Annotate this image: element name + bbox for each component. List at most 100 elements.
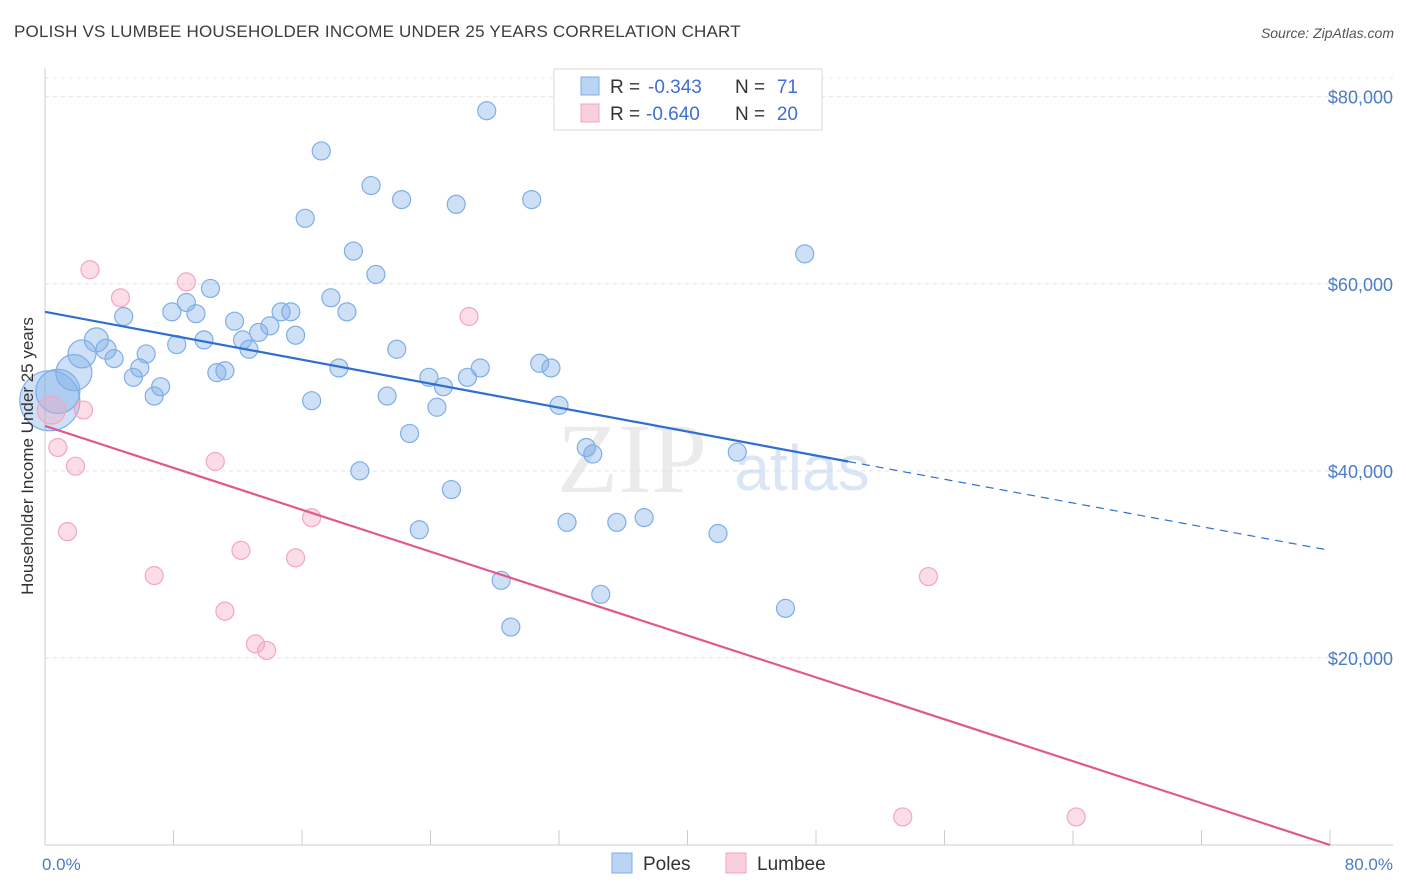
trend-extension-poles: [848, 460, 1331, 551]
point-poles-32: [321, 288, 341, 308]
point-poles-51: [477, 101, 497, 121]
point-poles-18: [200, 278, 221, 299]
point-poles-24: [249, 322, 269, 343]
point-poles-21: [224, 311, 245, 331]
point-poles-41: [391, 189, 412, 210]
point-lumbee-15: [302, 508, 322, 528]
point-poles-11: [144, 386, 164, 406]
point-poles-35: [343, 241, 363, 261]
point-lumbee-9: [205, 451, 225, 472]
point-poles-34: [337, 302, 357, 322]
point-poles-62: [607, 512, 627, 532]
point-poles-8: [123, 367, 143, 387]
point-poles-28: [285, 325, 306, 345]
point-poles-45: [427, 397, 447, 417]
trend-line-lumbee: [44, 424, 1331, 847]
point-poles-6: [104, 349, 124, 369]
point-poles-16: [186, 304, 206, 324]
point-lumbee-18: [893, 807, 913, 827]
point-poles-40: [387, 339, 407, 359]
watermark-zip: ZIP: [557, 403, 707, 514]
point-lumbee-1: [48, 437, 68, 458]
legend-n-label-2: N =: [735, 104, 765, 125]
axes: [44, 68, 1393, 846]
chart-title: POLISH VS LUMBEE HOUSEHOLDER INCOME UNDE…: [14, 22, 741, 41]
point-poles-10: [136, 344, 156, 364]
y-tick-label-1: $40,000: [1328, 462, 1393, 482]
legend-n-value-1: 71: [777, 77, 798, 98]
point-poles-43: [409, 520, 429, 540]
trend-line-poles: [44, 310, 849, 463]
legend-r-label-1: R =: [610, 77, 640, 98]
series-legend-swatch-poles: [611, 852, 633, 874]
point-poles-49: [457, 367, 478, 387]
point-poles-53: [501, 617, 521, 637]
point-poles-30: [302, 391, 322, 411]
watermark-atlas: atlas: [734, 432, 869, 504]
point-poles-9: [130, 358, 150, 378]
point-poles-64: [708, 523, 728, 544]
legend-swatch-lumbee: [580, 103, 600, 123]
point-poles-66: [775, 598, 796, 618]
point-lumbee-17: [918, 566, 939, 587]
point-poles-19: [207, 363, 227, 383]
point-poles-31: [311, 141, 331, 161]
stats-legend: R = -0.343 N = 71 R = -0.640 N = 20: [553, 68, 823, 131]
y-tick-label-0: $20,000: [1328, 649, 1393, 669]
point-lumbee-12: [245, 634, 266, 654]
series-layer: [19, 101, 1086, 827]
point-poles-56: [541, 358, 561, 378]
y-tick-label-3: $80,000: [1328, 88, 1393, 108]
point-poles-3: [67, 339, 97, 369]
point-poles-36: [350, 461, 370, 481]
x-tick-left: 0.0%: [42, 855, 81, 874]
point-poles-58: [557, 512, 577, 532]
point-poles-25: [260, 316, 280, 336]
trend-layer: [44, 310, 1331, 847]
source-label: Source: ZipAtlas.com: [1260, 25, 1394, 41]
y-tick-label-2: $60,000: [1328, 275, 1393, 295]
series-legend: Poles Lumbee: [611, 852, 826, 875]
series-legend-label-poles: Poles: [643, 854, 691, 875]
point-poles-65: [727, 442, 747, 462]
legend-r-label-2: R =: [610, 104, 640, 125]
legend-swatch-poles: [580, 76, 600, 96]
point-poles-60: [583, 444, 603, 464]
series-legend-label-lumbee: Lumbee: [757, 854, 826, 875]
point-poles-2: [55, 354, 93, 392]
point-lumbee-6: [110, 288, 131, 308]
legend-r-value-1: -0.343: [648, 77, 702, 98]
point-lumbee-19: [1066, 807, 1086, 827]
y-axis-label: Householder Income Under 25 years: [18, 317, 37, 595]
point-poles-12: [151, 377, 171, 397]
point-lumbee-14: [285, 548, 306, 568]
point-poles-29: [295, 208, 315, 228]
point-poles-7: [114, 306, 134, 327]
point-poles-48: [446, 194, 466, 214]
point-poles-1: [35, 368, 81, 414]
point-poles-38: [366, 264, 386, 285]
legend-r-value-2: -0.640: [646, 104, 700, 125]
point-poles-55: [530, 353, 550, 373]
y-tick-labels: $20,000 $40,000 $60,000 $80,000: [1328, 88, 1393, 669]
point-lumbee-4: [73, 400, 94, 420]
point-poles-61: [591, 584, 611, 604]
point-poles-50: [470, 358, 490, 378]
point-lumbee-11: [231, 540, 251, 560]
series-legend-swatch-lumbee: [725, 852, 747, 874]
point-lumbee-13: [257, 640, 277, 661]
point-poles-47: [441, 479, 461, 500]
point-lumbee-10: [215, 601, 235, 621]
point-poles-13: [162, 302, 182, 322]
point-poles-67: [795, 244, 815, 264]
x-tick-right: 80.0%: [1345, 855, 1393, 874]
point-poles-54: [522, 189, 542, 210]
series-poles: [19, 101, 815, 637]
point-lumbee-16: [459, 306, 479, 327]
point-lumbee-7: [144, 566, 164, 586]
point-poles-42: [400, 423, 420, 444]
legend-n-value-2: 20: [777, 104, 798, 125]
gridlines: [45, 77, 1393, 659]
point-lumbee-2: [57, 522, 78, 542]
